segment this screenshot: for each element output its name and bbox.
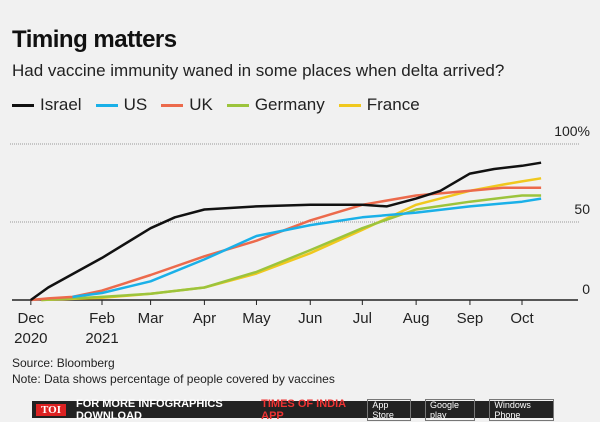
legend-swatch (226, 103, 249, 107)
app-store-button[interactable]: App Store (367, 398, 412, 421)
toi-logo: TOI (36, 403, 66, 416)
legend-label: UK (189, 95, 213, 114)
line-chart: 0 50 100% Dec 2020 Feb 2021 Mar Apr May Jun Jul Aug S… (10, 123, 590, 347)
x-tick-label: Aug (403, 310, 430, 327)
banner-text: FOR MORE INFOGRAPHICS DOWNLOAD (75, 397, 223, 422)
x-tick-year: 2021 (85, 330, 118, 347)
x-tick-label: Mar (138, 310, 164, 327)
banner-app: TIMES OF INDIA APP (261, 397, 346, 422)
legend-label: France (366, 95, 420, 114)
x-tick-label: Oct (510, 310, 534, 327)
y-tick-label: 50 (574, 201, 590, 217)
legend-swatch (95, 103, 118, 107)
series-line-us (72, 197, 542, 299)
legend-item: Germany (226, 95, 325, 115)
x-tick-label: Apr (193, 310, 216, 327)
x-tick-year: 2020 (14, 330, 47, 347)
legend-item: UK (161, 95, 213, 115)
x-tick-label: Jun (298, 310, 322, 327)
legend-item: France (338, 95, 420, 115)
x-tick-label: Sep (457, 310, 484, 327)
legend-label: Germany (254, 95, 325, 114)
legend-swatch (338, 103, 361, 107)
legend-item: Israel (12, 95, 82, 115)
chart-subtitle: Had vaccine immunity waned in some place… (12, 61, 505, 80)
legend: Israel US UK Germany France (12, 95, 420, 115)
windows-phone-button[interactable]: Windows Phone (489, 398, 554, 421)
y-tick-label: 100% (554, 123, 590, 139)
x-tick-label: Dec (17, 310, 44, 327)
legend-label: US (123, 95, 148, 114)
x-tick-label: May (242, 310, 271, 327)
series-line-france (41, 177, 542, 302)
google-play-button[interactable]: Google play (425, 398, 476, 421)
series-line-israel (30, 161, 542, 302)
chart-title: Timing matters (12, 26, 177, 53)
app-banner[interactable]: TOI FOR MORE INFOGRAPHICS DOWNLOAD TIMES… (32, 398, 554, 422)
y-tick-label: 0 (582, 281, 590, 297)
legend-item: US (95, 95, 148, 115)
legend-swatch (161, 103, 184, 107)
legend-swatch (12, 103, 34, 107)
source-note: Source: Bloomberg Note: Data shows perce… (12, 355, 335, 387)
legend-label: Israel (40, 95, 82, 114)
source: Source: Bloomberg (12, 356, 115, 370)
series-line-germany (41, 194, 542, 302)
x-tick-label: Feb (89, 310, 115, 327)
note: Note: Data shows percentage of people co… (12, 372, 335, 386)
x-tick-label: Jul (353, 310, 372, 327)
